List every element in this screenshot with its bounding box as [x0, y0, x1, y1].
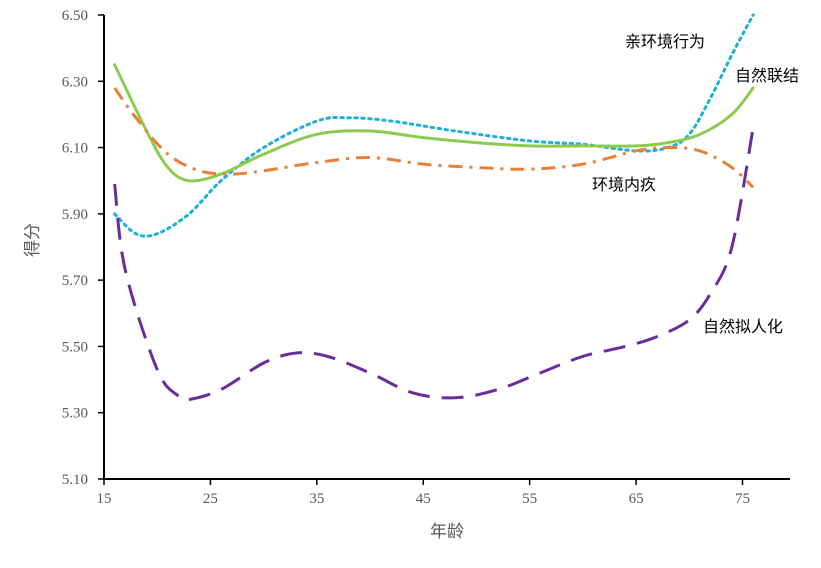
y-tick-label: 5.30	[62, 406, 88, 422]
y-tick-label: 6.30	[62, 74, 88, 90]
y-tick-label: 5.90	[62, 207, 88, 223]
x-tick-label: 55	[522, 491, 537, 507]
y-tick-label: 6.50	[62, 8, 88, 24]
x-tick-label: 15	[97, 491, 112, 507]
series-line-0	[113, 13, 755, 238]
y-axis-label: 得分	[23, 223, 43, 257]
x-axis-label: 年龄	[430, 522, 464, 542]
y-tick-label: 6.10	[62, 141, 88, 157]
series-line-1	[113, 63, 755, 183]
series-label-pro-environmental: 亲环境行为	[625, 32, 705, 51]
x-tick-label: 75	[735, 491, 750, 507]
x-tick-label: 25	[203, 491, 218, 507]
x-tick-label: 45	[416, 491, 431, 507]
y-tick-label: 5.10	[62, 472, 88, 488]
x-tick-label: 35	[309, 491, 324, 507]
y-tick-label: 5.70	[62, 273, 88, 289]
series-label-nature-connection: 自然联结	[735, 66, 799, 85]
series-label-environmental-guilt: 环境内疚	[592, 175, 656, 194]
y-tick-label: 5.50	[62, 339, 88, 355]
series-line-3	[113, 127, 755, 402]
x-tick-label: 65	[629, 491, 644, 507]
series-label-nature-anthropomorphism: 自然拟人化	[703, 317, 783, 336]
series-line-2	[113, 87, 755, 189]
